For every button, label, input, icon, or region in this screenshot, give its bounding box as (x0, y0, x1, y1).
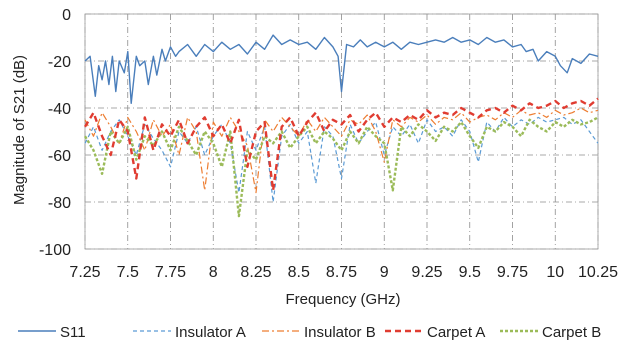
legend-label: Carpet B (542, 324, 601, 341)
legend-label: Insulator A (175, 324, 246, 341)
x-tick-label: 10 (546, 264, 564, 281)
x-axis-title: Frequency (GHz) (285, 291, 400, 308)
y-axis-title: Magnitude of S21 (dB) (11, 55, 28, 205)
x-tick-label: 10.25 (578, 264, 618, 281)
series-line-carpet-a (83, 97, 599, 192)
legend: S11 Insulator A Insulator B Carpet A Carpet … (18, 324, 601, 341)
x-tick-label: 9.75 (497, 264, 528, 281)
y-axis-tick-labels: 0 -20 -40 -60 -80 -100 (39, 7, 71, 259)
x-tick-label: 9 (380, 264, 389, 281)
x-axis-tick-labels: 7.25 7.5 7.75 8 8.25 8.5 8.75 9 9.25 9.5 9.75 10 10.… (69, 264, 618, 281)
x-tick-label: 9.25 (411, 264, 442, 281)
x-tick-label: 7.25 (69, 264, 100, 281)
y-tick-label: 0 (62, 7, 71, 24)
x-tick-label: 7.75 (155, 264, 186, 281)
series-line-insulator-a (84, 116, 599, 203)
plot-area (84, 13, 599, 250)
series-layer (83, 34, 599, 218)
y-tick-label: -60 (48, 148, 71, 165)
y-tick-label: -100 (39, 242, 71, 259)
x-tick-label: 8.75 (326, 264, 357, 281)
x-tick-label: 8.25 (240, 264, 271, 281)
series-line-carpet-b (83, 116, 599, 218)
x-tick-label: 8.5 (288, 264, 310, 281)
x-tick-label: 7.5 (117, 264, 139, 281)
x-tick-label: 8 (209, 264, 218, 281)
y-tick-label: -20 (48, 54, 71, 71)
series-line-s11 (84, 34, 599, 105)
y-tick-label: -80 (48, 195, 71, 212)
legend-label: S11 (60, 324, 86, 341)
y-tick-label: -40 (48, 101, 71, 118)
x-tick-label: 9.5 (459, 264, 481, 281)
legend-label: Insulator B (304, 324, 376, 341)
series-line-insulator-b (84, 107, 599, 194)
legend-label: Carpet A (427, 324, 485, 341)
